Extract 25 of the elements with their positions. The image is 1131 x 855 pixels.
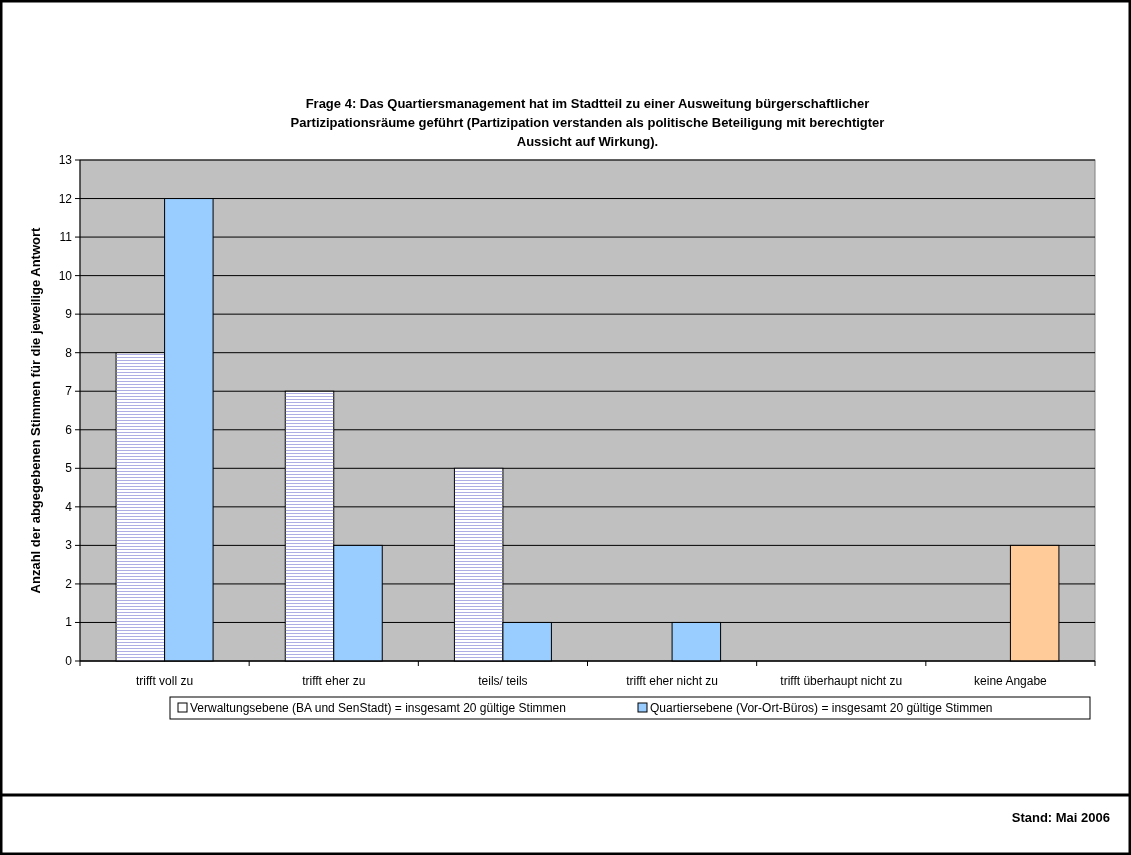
y-tick-label: 9 (65, 307, 73, 322)
legend-label: Verwaltungsebene (BA und SenStadt) = insgesamt 20 gültige Stimmen (190, 701, 566, 715)
x-tick-label: teils/ teils (478, 674, 528, 688)
y-tick-label: 0 (65, 654, 73, 668)
x-tick-label: trifft eher nicht zu (626, 674, 718, 688)
x-tick-label: trifft eher zu (302, 674, 366, 688)
y-tick-label: 6 (65, 422, 73, 437)
y-tick-label: 1 (65, 615, 73, 630)
y-tick-label: 10 (58, 268, 73, 283)
y-tick-label: 2 (65, 576, 73, 591)
text: Stand: Mai 2006 (1011, 810, 1110, 825)
x-tick-label: keine Angabe (974, 674, 1048, 688)
y-tick-label: 8 (65, 345, 73, 360)
y-tick-label: 3 (65, 538, 73, 553)
y-tick-label: 11 (59, 230, 73, 245)
y-tick-label: 5 (65, 461, 73, 476)
y-tick-label: 12 (58, 191, 73, 206)
chart-title: Frage 4: Das Quartiersmanagement hat im Stadtteil zu einer Ausweitung bürgerschaftlicher Partizipationsräume geführt (Partizipation verstanden als politische Beteiligung mit berechtigter Aussicht auf Wirkung). (290, 96, 885, 149)
y-tick-label: 7 (65, 384, 73, 399)
x-tick-label: trifft überhaupt nicht zu (780, 674, 903, 688)
legend-label: Quartiersebene (Vor-Ort-Büros) = insgesamt 20 gültige Stimmen (650, 701, 993, 715)
y-tick-label: 4 (65, 499, 73, 514)
x-tick-label: trifft voll zu (136, 674, 194, 688)
y-axis-title: Anzahl der abgegebenen Stimmen für die jeweilige Antwort (28, 226, 43, 594)
y-tick-label: 13 (58, 153, 73, 167)
